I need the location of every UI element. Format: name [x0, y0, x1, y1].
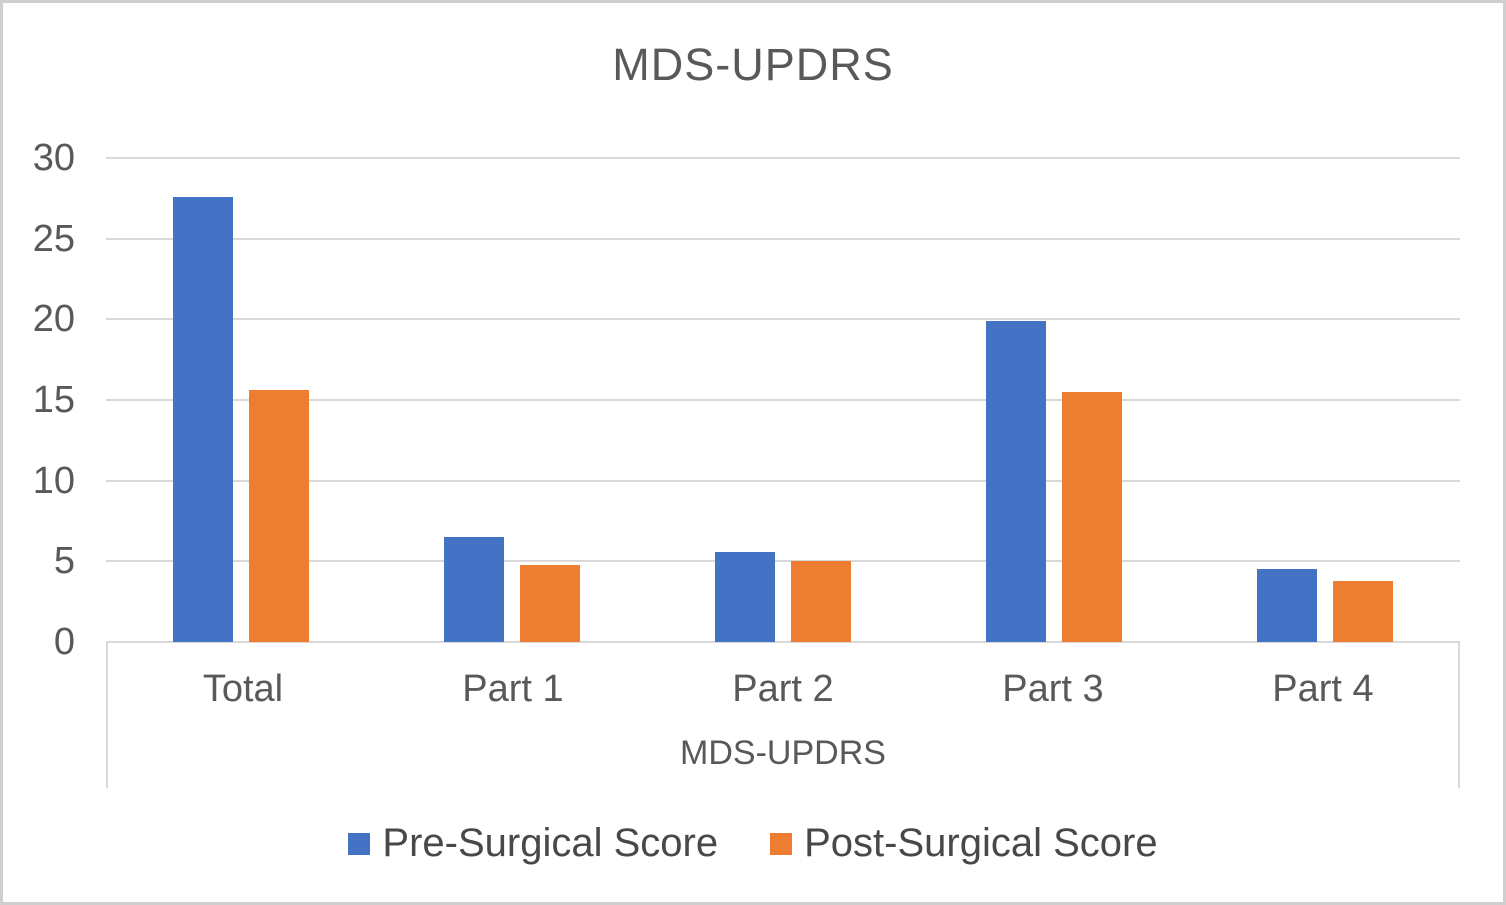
category-label-part-3: Part 3 — [1002, 668, 1104, 710]
gridline-y-30 — [106, 157, 1460, 159]
x-axis-band: Total Part 1 Part 2 Part 3 Part 4 MDS-UPDRS — [106, 642, 1460, 788]
bar-pre-surgical-score-part-2 — [714, 551, 775, 642]
gridline-y-20 — [106, 318, 1460, 321]
bar-post-surgical-score-part-4 — [1332, 580, 1393, 642]
legend-label: Pre-Surgical Score — [382, 821, 719, 865]
bar-post-surgical-score-part-1 — [520, 564, 581, 642]
x-axis-title: MDS-UPDRS — [680, 734, 886, 772]
bar-series-container — [106, 158, 1460, 642]
y-tick-label-20: 20 — [32, 298, 75, 341]
gridline-y-25 — [106, 237, 1460, 240]
y-tick-label-15: 15 — [32, 379, 75, 421]
bar-post-surgical-score-part-3 — [1061, 391, 1122, 642]
gridline-y-5 — [106, 560, 1460, 563]
bar-group-part-4 — [1189, 158, 1460, 642]
category-label-total: Total — [202, 668, 284, 710]
y-tick-label-10: 10 — [32, 459, 75, 502]
bar-group-total — [106, 158, 377, 642]
y-tick-label-25: 25 — [32, 217, 75, 260]
plot-area — [106, 157, 1460, 643]
y-tick-label-5: 5 — [53, 540, 75, 583]
y-tick-label-0: 0 — [53, 621, 75, 663]
bar-post-surgical-score-total — [249, 390, 310, 642]
bar-group-part-3 — [918, 158, 1189, 642]
bar-pre-surgical-score-part-3 — [985, 320, 1046, 642]
y-axis-tick-labels: 30 25 20 15 10 5 0 — [3, 137, 75, 663]
y-tick-label-30: 30 — [32, 137, 75, 179]
bar-pre-surgical-score-total — [173, 196, 234, 642]
legend-marker-icon — [770, 832, 793, 855]
legend-item-pre-surgical-score: Pre-Surgical Score — [348, 821, 718, 866]
bar-post-surgical-score-part-2 — [790, 561, 851, 642]
legend-item-post-surgical-score: Post-Surgical Score — [770, 821, 1158, 866]
legend-marker-icon — [348, 832, 371, 855]
category-label-part-1: Part 1 — [462, 668, 564, 710]
bar-group-part-1 — [377, 158, 648, 642]
category-label-part-2: Part 2 — [732, 668, 834, 710]
chart-legend: Pre-Surgical Score Post-Surgical Score — [3, 821, 1503, 866]
category-axis-labels: Total Part 1 Part 2 Part 3 Part 4 — [108, 668, 1458, 711]
legend-label: Post-Surgical Score — [804, 821, 1158, 865]
gridline-y-10 — [106, 479, 1460, 482]
category-label-part-4: Part 4 — [1272, 668, 1374, 710]
bar-group-part-2 — [648, 158, 919, 642]
gridline-y-0 — [106, 641, 1460, 643]
gridline-y-15 — [106, 399, 1460, 401]
chart-title: MDS-UPDRS — [612, 39, 894, 90]
bar-pre-surgical-score-part-4 — [1256, 569, 1317, 642]
bar-pre-surgical-score-part-1 — [444, 537, 505, 642]
